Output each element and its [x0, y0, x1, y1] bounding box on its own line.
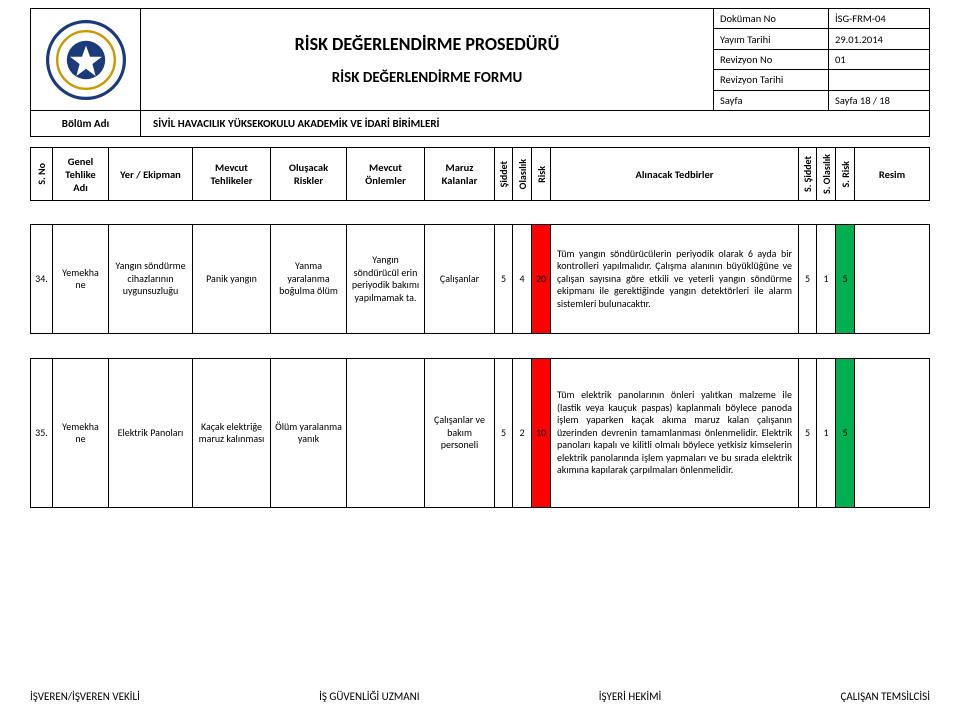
cell-resim [855, 359, 929, 507]
cell-mo [347, 359, 425, 507]
col-srisk-label: S. Risk [839, 161, 852, 188]
cell-s-olas: 1 [817, 225, 836, 333]
cell-genel: Yemekha ne [53, 225, 109, 333]
cell-mt: Panik yangın [193, 225, 271, 333]
cell-sno: 34. [31, 225, 53, 333]
bolum-label: Bölüm Adı [31, 111, 141, 136]
cell-mt: Kaçak elektriğe maruz kalınması [193, 359, 271, 507]
footer-isveren: İŞVEREN/İŞVEREN VEKİLİ [30, 690, 140, 703]
col-siddet: Şiddet [495, 148, 513, 200]
col-mk: Maruz Kalanlar [425, 148, 495, 200]
sayfa-label: Sayfa [714, 91, 828, 110]
title-sub: RİSK DEĞERLENDİRME FORMU [332, 69, 523, 87]
col-sno: S. No [31, 148, 53, 200]
footer-calisan-temsilcisi: ÇALIŞAN TEMSİLCİSİ [841, 690, 930, 703]
col-mo: Mevcut Önlemler [347, 148, 425, 200]
col-genel: Genel Tehlike Adı [53, 148, 109, 200]
col-s-olas: S. Olasılık [817, 148, 836, 200]
cell-genel: Yemekha ne [53, 359, 109, 507]
cell-yer: Yangın söndürme cihazlarının uygunsuzluğ… [109, 225, 193, 333]
bolum-bar: Bölüm Adı SİVİL HAVACILIK YÜKSEKOKULU AK… [30, 111, 930, 137]
cell-or: Yanma yaralanma boğulma ölüm [271, 225, 347, 333]
docinfo: Doküman No Yayım Tarihi Revizyon No Revi… [714, 9, 929, 110]
dokuman-no: İSG-FRM-04 [829, 9, 929, 29]
title-cell: RİSK DEĞERLENDİRME PROSEDÜRÜ RİSK DEĞERL… [141, 9, 714, 110]
cell-siddet: 5 [495, 359, 513, 507]
footer-isg-uzmani: İŞ GÜVENLİĞİ UZMANI [319, 690, 419, 703]
docinfo-values: İSG-FRM-04 29.01.2014 01 Sayfa 18 / 18 [829, 9, 929, 110]
cell-s-olas: 1 [817, 359, 836, 507]
university-logo-icon [46, 20, 126, 100]
col-olas: Olasılık [513, 148, 532, 200]
cell-s-siddet: 5 [799, 359, 817, 507]
col-siddet-label: Şiddet [497, 161, 510, 187]
cell-s-risk: 5 [836, 225, 855, 333]
cell-yer: Elektrik Panoları [109, 359, 193, 507]
cell-olas: 4 [513, 225, 532, 333]
sayfa: Sayfa 18 / 18 [829, 91, 929, 110]
col-or: Oluşacak Riskler [271, 148, 347, 200]
col-ssid-label: S. Şiddet [801, 156, 814, 192]
cell-siddet: 5 [495, 225, 513, 333]
col-yer: Yer / Ekipman [109, 148, 193, 200]
revizyon-no: 01 [829, 50, 929, 70]
col-olas-label: Olasılık [516, 159, 529, 189]
revizyon-no-label: Revizyon No [714, 50, 828, 70]
table-header: S. No Genel Tehlike Adı Yer / Ekipman Me… [30, 147, 930, 201]
revizyon-tar [829, 70, 929, 90]
cell-risk: 10 [532, 359, 551, 507]
cell-mk: Çalışanlar ve bakım personeli [425, 359, 495, 507]
cell-tedbir: Tüm yangın söndürücülerin periyodik olar… [551, 225, 799, 333]
docinfo-labels: Doküman No Yayım Tarihi Revizyon No Revi… [714, 9, 829, 110]
cell-risk: 20 [532, 225, 551, 333]
col-risk: Risk [532, 148, 551, 200]
cell-tedbir: Tüm elektrik panolarının önleri yalıtkan… [551, 359, 799, 507]
bolum-value: SİVİL HAVACILIK YÜKSEKOKULU AKADEMİK VE … [141, 111, 929, 136]
dokuman-no-label: Doküman No [714, 9, 828, 29]
col-s-risk: S. Risk [836, 148, 855, 200]
table-row: 34. Yemekha ne Yangın söndürme cihazları… [30, 224, 930, 334]
cell-resim [855, 225, 929, 333]
cell-sno: 35. [31, 359, 53, 507]
table-row: 35. Yemekha ne Elektrik Panoları Kaçak e… [30, 358, 930, 508]
document-header: RİSK DEĞERLENDİRME PROSEDÜRÜ RİSK DEĞERL… [30, 8, 930, 111]
cell-mk: Çalışanlar [425, 225, 495, 333]
cell-s-siddet: 5 [799, 225, 817, 333]
footer: İŞVEREN/İŞVEREN VEKİLİ İŞ GÜVENLİĞİ UZMA… [30, 690, 930, 703]
page: RİSK DEĞERLENDİRME PROSEDÜRÜ RİSK DEĞERL… [0, 0, 960, 717]
logo-cell [31, 9, 141, 110]
yayim-tarihi-label: Yayım Tarihi [714, 29, 828, 49]
cell-mo: Yangın söndürücül erin periyodik bakımı … [347, 225, 425, 333]
col-s-siddet: S. Şiddet [799, 148, 817, 200]
col-sno-label: S. No [35, 163, 48, 185]
title-main: RİSK DEĞERLENDİRME PROSEDÜRÜ [295, 33, 560, 55]
cell-s-risk: 5 [836, 359, 855, 507]
yayim-tarihi: 29.01.2014 [829, 29, 929, 49]
revizyon-tar-label: Revizyon Tarihi [714, 70, 828, 90]
cell-or: Ölüm yaralanma yanık [271, 359, 347, 507]
col-mt: Mevcut Tehlikeler [193, 148, 271, 200]
col-tedbir: Alınacak Tedbirler [551, 148, 799, 200]
col-resim: Resim [855, 148, 929, 200]
footer-isyeri-hekimi: İŞYERİ HEKİMİ [599, 690, 662, 703]
col-sola-label: S. Olasılık [820, 154, 833, 194]
cell-olas: 2 [513, 359, 532, 507]
col-risk-label: Risk [535, 166, 548, 183]
